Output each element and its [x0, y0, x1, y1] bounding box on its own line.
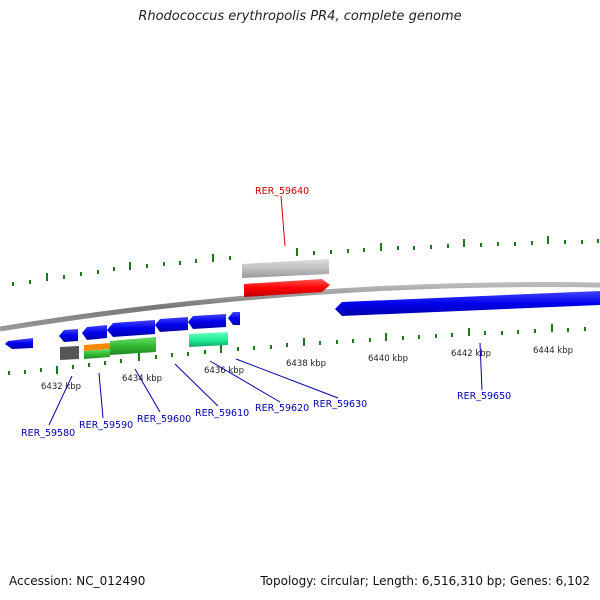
- gene-label-rer-59610: RER_59610: [195, 408, 249, 419]
- gene-label-rer-59630: RER_59630: [313, 399, 367, 410]
- gene-label-rer-59600: RER_59600: [137, 414, 191, 425]
- leader-lines: [48, 195, 483, 426]
- gene-green-box: [84, 349, 110, 359]
- scale-label: 6434 kbp: [122, 374, 162, 384]
- gene-teal-box: [189, 332, 228, 347]
- gene-grey-box: [242, 259, 329, 278]
- genome-summary-text: Topology: circular; Length: 6,516,310 bp…: [260, 574, 590, 588]
- gene-blue-arrow-7: [228, 312, 240, 325]
- gene-blue-arrow-2: [59, 329, 78, 342]
- accession-text: Accession: NC_012490: [9, 574, 146, 588]
- scale-labels: 6432 kbp 6434 kbp 6436 kbp 6438 kbp 6440…: [41, 346, 573, 392]
- reverse-genes: [5, 291, 600, 360]
- scale-label: 6440 kbp: [368, 354, 408, 364]
- gene-label-rer-59620: RER_59620: [255, 403, 309, 414]
- gene-label-rer-59590: RER_59590: [79, 420, 133, 431]
- scale-label: 6432 kbp: [41, 382, 81, 392]
- gene-label-rer-59640: RER_59640: [255, 186, 309, 197]
- gene-dark-box: [60, 346, 79, 360]
- scale-label: 6442 kbp: [451, 349, 491, 359]
- gene-labels: RER_59640 RER_59580 RER_59590 RER_59600 …: [21, 186, 511, 439]
- genome-backbone: [0, 282, 600, 332]
- map-title: Rhodococcus erythropolis PR4, complete g…: [138, 9, 462, 24]
- outer-tick-row: [12, 236, 599, 286]
- gene-label-rer-59580: RER_59580: [21, 428, 75, 439]
- gene-green-box-2: [110, 337, 156, 355]
- gene-rer-59640-arrow: [244, 279, 330, 297]
- gene-rer-59650-arrow: [335, 291, 600, 316]
- gene-blue-arrow-5: [155, 317, 188, 332]
- scale-label: 6436 kbp: [204, 366, 244, 376]
- gene-blue-arrow-4: [107, 320, 155, 337]
- scale-label: 6444 kbp: [533, 346, 573, 356]
- gene-label-rer-59650: RER_59650: [457, 391, 511, 402]
- scale-label: 6438 kbp: [286, 359, 326, 369]
- inner-tick-row: [8, 324, 586, 375]
- gene-orange-box: [84, 343, 110, 351]
- gene-blue-arrow-1: [5, 338, 33, 349]
- forward-genes: [242, 259, 330, 297]
- gene-blue-arrow-3: [82, 325, 107, 340]
- gene-blue-arrow-6: [188, 314, 226, 329]
